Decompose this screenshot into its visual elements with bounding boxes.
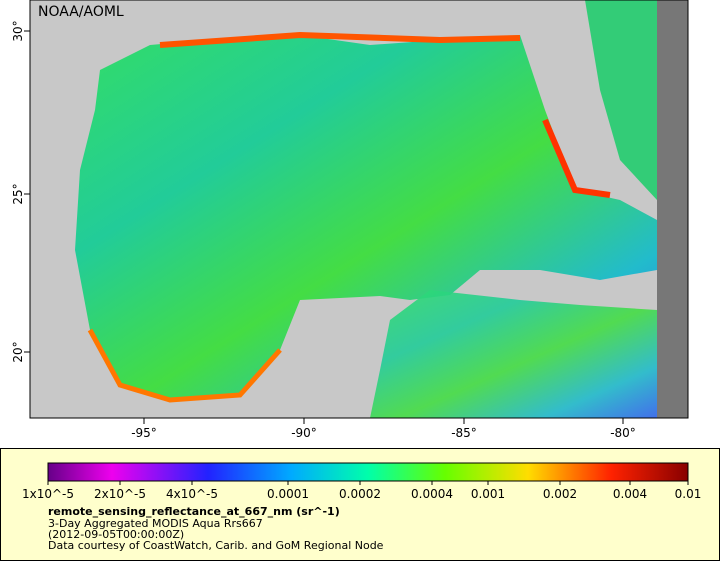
colorbar-labels: 1x10^-5 2x10^-5 4x10^-5 0.0001 0.0002 0.0004 0… <box>22 481 701 501</box>
variable-name: remote_sensing_reflectance_at_667_nm (sr… <box>48 505 340 518</box>
coastal-high <box>159 31 521 48</box>
credit: NOAA/AOML <box>38 4 124 20</box>
colorbar-label: 0.0004 <box>411 487 453 501</box>
caribbean-ocean <box>370 290 657 418</box>
colorbar-label: 2x10^-5 <box>94 487 146 501</box>
coastal-high <box>542 118 611 198</box>
colorbar-label: 4x10^-5 <box>166 487 218 501</box>
lat-tick-label: 30° <box>11 20 25 41</box>
lat-tick-label: 25° <box>11 183 25 204</box>
lon-tick-label: -90° <box>291 426 317 440</box>
source: Data courtesy of CoastWatch, Carib. and … <box>48 539 384 552</box>
axes: 30° 25° 20° -95° -90° -85° -80° <box>11 20 636 440</box>
colorbar-label: 0.004 <box>613 487 647 501</box>
coastal-high <box>87 328 282 403</box>
lat-tick-label: 20° <box>11 341 25 362</box>
colorbar <box>47 462 689 482</box>
atlantic-ocean <box>585 0 657 200</box>
lon-tick-label: -95° <box>131 426 157 440</box>
map-border <box>29 0 689 419</box>
colorbar-label: 0.002 <box>543 487 577 501</box>
colorbar-label: 0.0001 <box>267 487 309 501</box>
lon-tick-label: -80° <box>610 426 636 440</box>
colorbar-label: 0.0002 <box>339 487 381 501</box>
lon-tick-label: -85° <box>451 426 477 440</box>
colorbar-label: 0.01 <box>675 487 702 501</box>
colorbar-label: 1x10^-5 <box>22 487 74 501</box>
gulf-ocean <box>75 35 657 400</box>
dataset-name: 3-Day Aggregated MODIS Aqua Rrs667 <box>48 517 263 530</box>
time: (2012-09-05T00:00:00Z) <box>48 528 184 541</box>
no-data-strip <box>657 0 688 418</box>
colorbar-label: 0.001 <box>471 487 505 501</box>
